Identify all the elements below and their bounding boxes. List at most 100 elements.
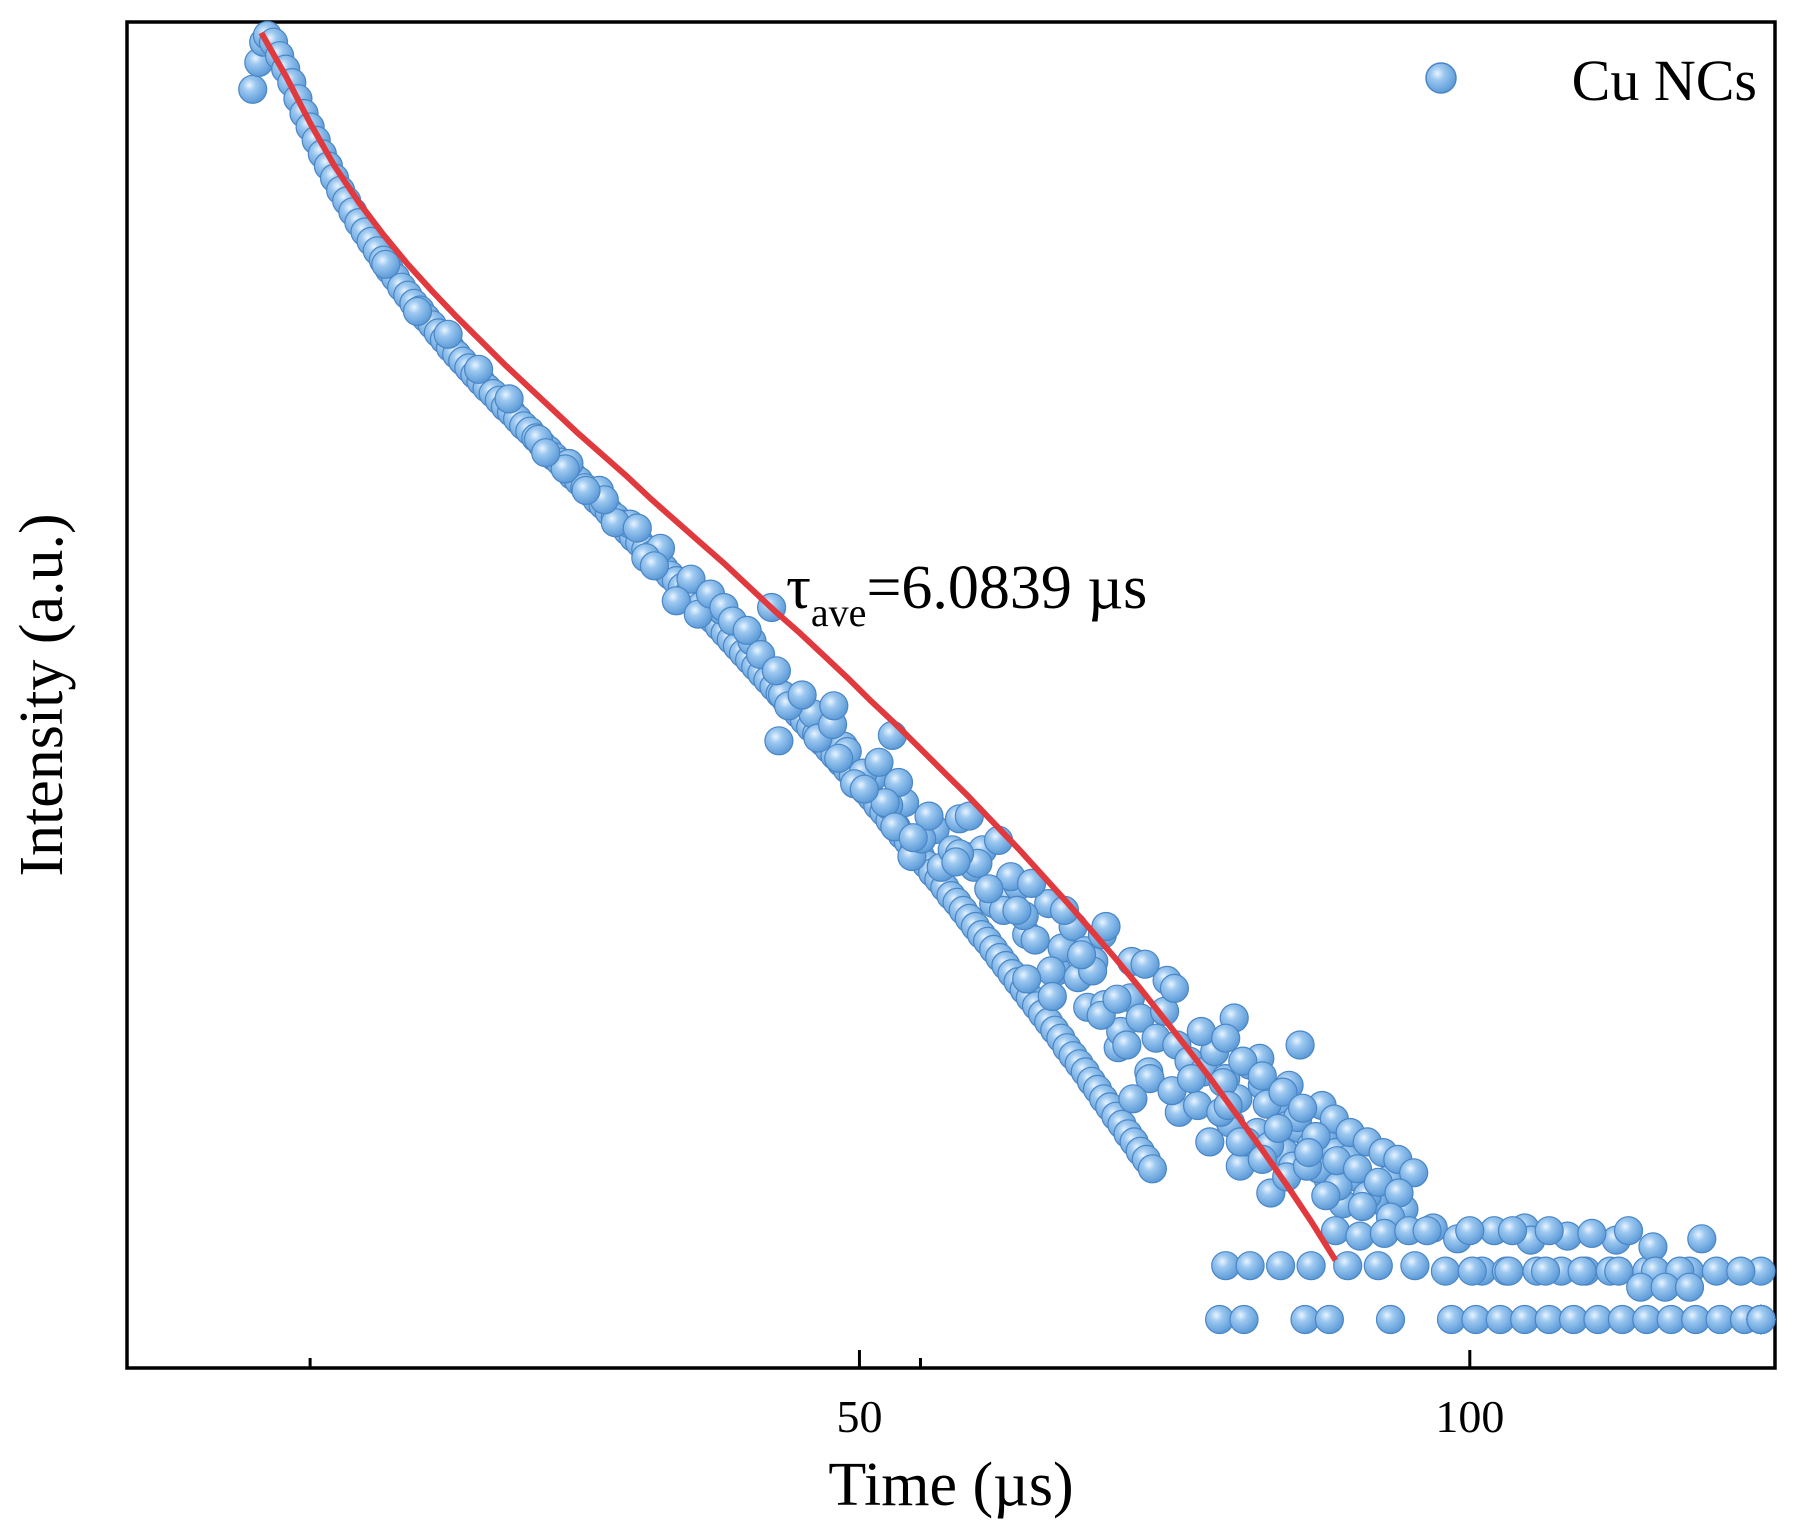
- data-point: [1229, 1304, 1259, 1335]
- data-point: [1159, 973, 1190, 1004]
- data-point: [1400, 1251, 1430, 1281]
- data-point: [1342, 1154, 1373, 1184]
- data-point: [1347, 1191, 1378, 1222]
- data-point: [1399, 1158, 1429, 1188]
- data-point: [1036, 956, 1066, 986]
- data-point: [1534, 1216, 1564, 1246]
- data-point: [1674, 1272, 1705, 1302]
- data-point: [1375, 1304, 1406, 1335]
- legend-label: Cu NCs: [1572, 48, 1757, 113]
- data-point: [371, 249, 401, 279]
- data-point: [661, 586, 691, 616]
- data-point: [1285, 1030, 1315, 1060]
- data-point: [877, 720, 908, 751]
- data-point: [764, 726, 794, 756]
- data-point: [531, 438, 561, 468]
- data-point: [1369, 1218, 1400, 1249]
- data-point: [1091, 911, 1121, 942]
- data-point: [1176, 1063, 1207, 1094]
- data-point: [1455, 1216, 1485, 1246]
- data-point: [433, 319, 463, 349]
- data-point: [1363, 1251, 1393, 1281]
- data-point: [1130, 949, 1160, 979]
- data-point: [1066, 940, 1097, 970]
- data-point: [1497, 1216, 1528, 1246]
- data-point: [974, 874, 1004, 904]
- data-point: [639, 551, 670, 581]
- data-point: [1265, 1251, 1296, 1281]
- data-point: [1345, 1221, 1375, 1251]
- data-point: [1412, 1216, 1442, 1246]
- data-point: [1195, 1127, 1225, 1157]
- data-point: [494, 384, 524, 414]
- data-point: [761, 656, 792, 686]
- data-point: [1012, 964, 1042, 994]
- data-point: [849, 774, 879, 804]
- data-point: [1294, 1137, 1324, 1168]
- data-point: [1530, 1256, 1561, 1286]
- legend: Cu NCs: [1425, 48, 1757, 113]
- data-point: [914, 801, 944, 831]
- data-point: [402, 296, 433, 326]
- tau-annotation: τave=6.0839 µs: [786, 554, 1147, 635]
- y-axis-title: Intensity (a.u.): [8, 513, 76, 876]
- data-point: [1296, 1251, 1326, 1281]
- data-point: [824, 743, 854, 773]
- data-point: [1268, 1077, 1298, 1107]
- data-point: [550, 454, 580, 484]
- fit-series: [258, 31, 1339, 1262]
- data-point: [898, 823, 928, 853]
- data-point: [1118, 1084, 1148, 1114]
- data-point: [1102, 984, 1132, 1014]
- x-axis-ticks: 50 100: [308, 1350, 1504, 1442]
- legend-marker: [1425, 62, 1457, 94]
- data-point: [1430, 1256, 1461, 1286]
- x-tick-label: 100: [1435, 1391, 1504, 1442]
- fit-curve: [258, 31, 1339, 1262]
- data-point: [1567, 1256, 1597, 1286]
- data-point: [864, 747, 894, 777]
- data-point: [676, 564, 706, 594]
- data-point: [1746, 1304, 1776, 1335]
- data-point: [1638, 1232, 1668, 1262]
- data-point: [1186, 1016, 1216, 1047]
- data-point: [1494, 1256, 1524, 1286]
- data-point: [1510, 1304, 1540, 1335]
- data-point: [1333, 1251, 1363, 1281]
- data-point: [941, 847, 971, 877]
- data-point: [1211, 1023, 1241, 1053]
- tau-value: =6.0839 µs: [866, 554, 1147, 622]
- plot-area: [125, 20, 1777, 1370]
- data-point: [1037, 981, 1067, 1012]
- data-point: [1457, 1256, 1487, 1286]
- data-point: [1577, 1218, 1607, 1249]
- x-axis-title: Time (µs): [828, 1451, 1073, 1519]
- data-point: [1020, 925, 1050, 955]
- data-point: [1287, 1093, 1318, 1123]
- data-point: [1687, 1224, 1717, 1254]
- data-point: [819, 691, 849, 721]
- data-point: [1137, 1154, 1168, 1184]
- data-point: [787, 680, 817, 710]
- data-point: [1613, 1216, 1644, 1246]
- tau-subscript: ave: [811, 590, 867, 635]
- data-point: [1002, 895, 1032, 926]
- tau-symbol: τ: [786, 554, 811, 622]
- data-point: [1604, 1256, 1634, 1286]
- data-point: [1247, 1061, 1277, 1091]
- data-point: [1228, 1046, 1258, 1076]
- data-point: [1726, 1256, 1756, 1286]
- data-point: [1311, 1181, 1341, 1211]
- data-point: [1016, 868, 1047, 899]
- data-point: [1656, 1304, 1686, 1335]
- data-point: [1235, 1251, 1265, 1281]
- data-point: [1314, 1304, 1345, 1335]
- data-point: [1112, 1030, 1142, 1060]
- data-point: [732, 615, 762, 646]
- data-point: [883, 767, 914, 798]
- data-point: [238, 74, 268, 104]
- data-point: [622, 513, 652, 543]
- x-tick-label: 50: [836, 1391, 882, 1442]
- data-point: [464, 354, 494, 384]
